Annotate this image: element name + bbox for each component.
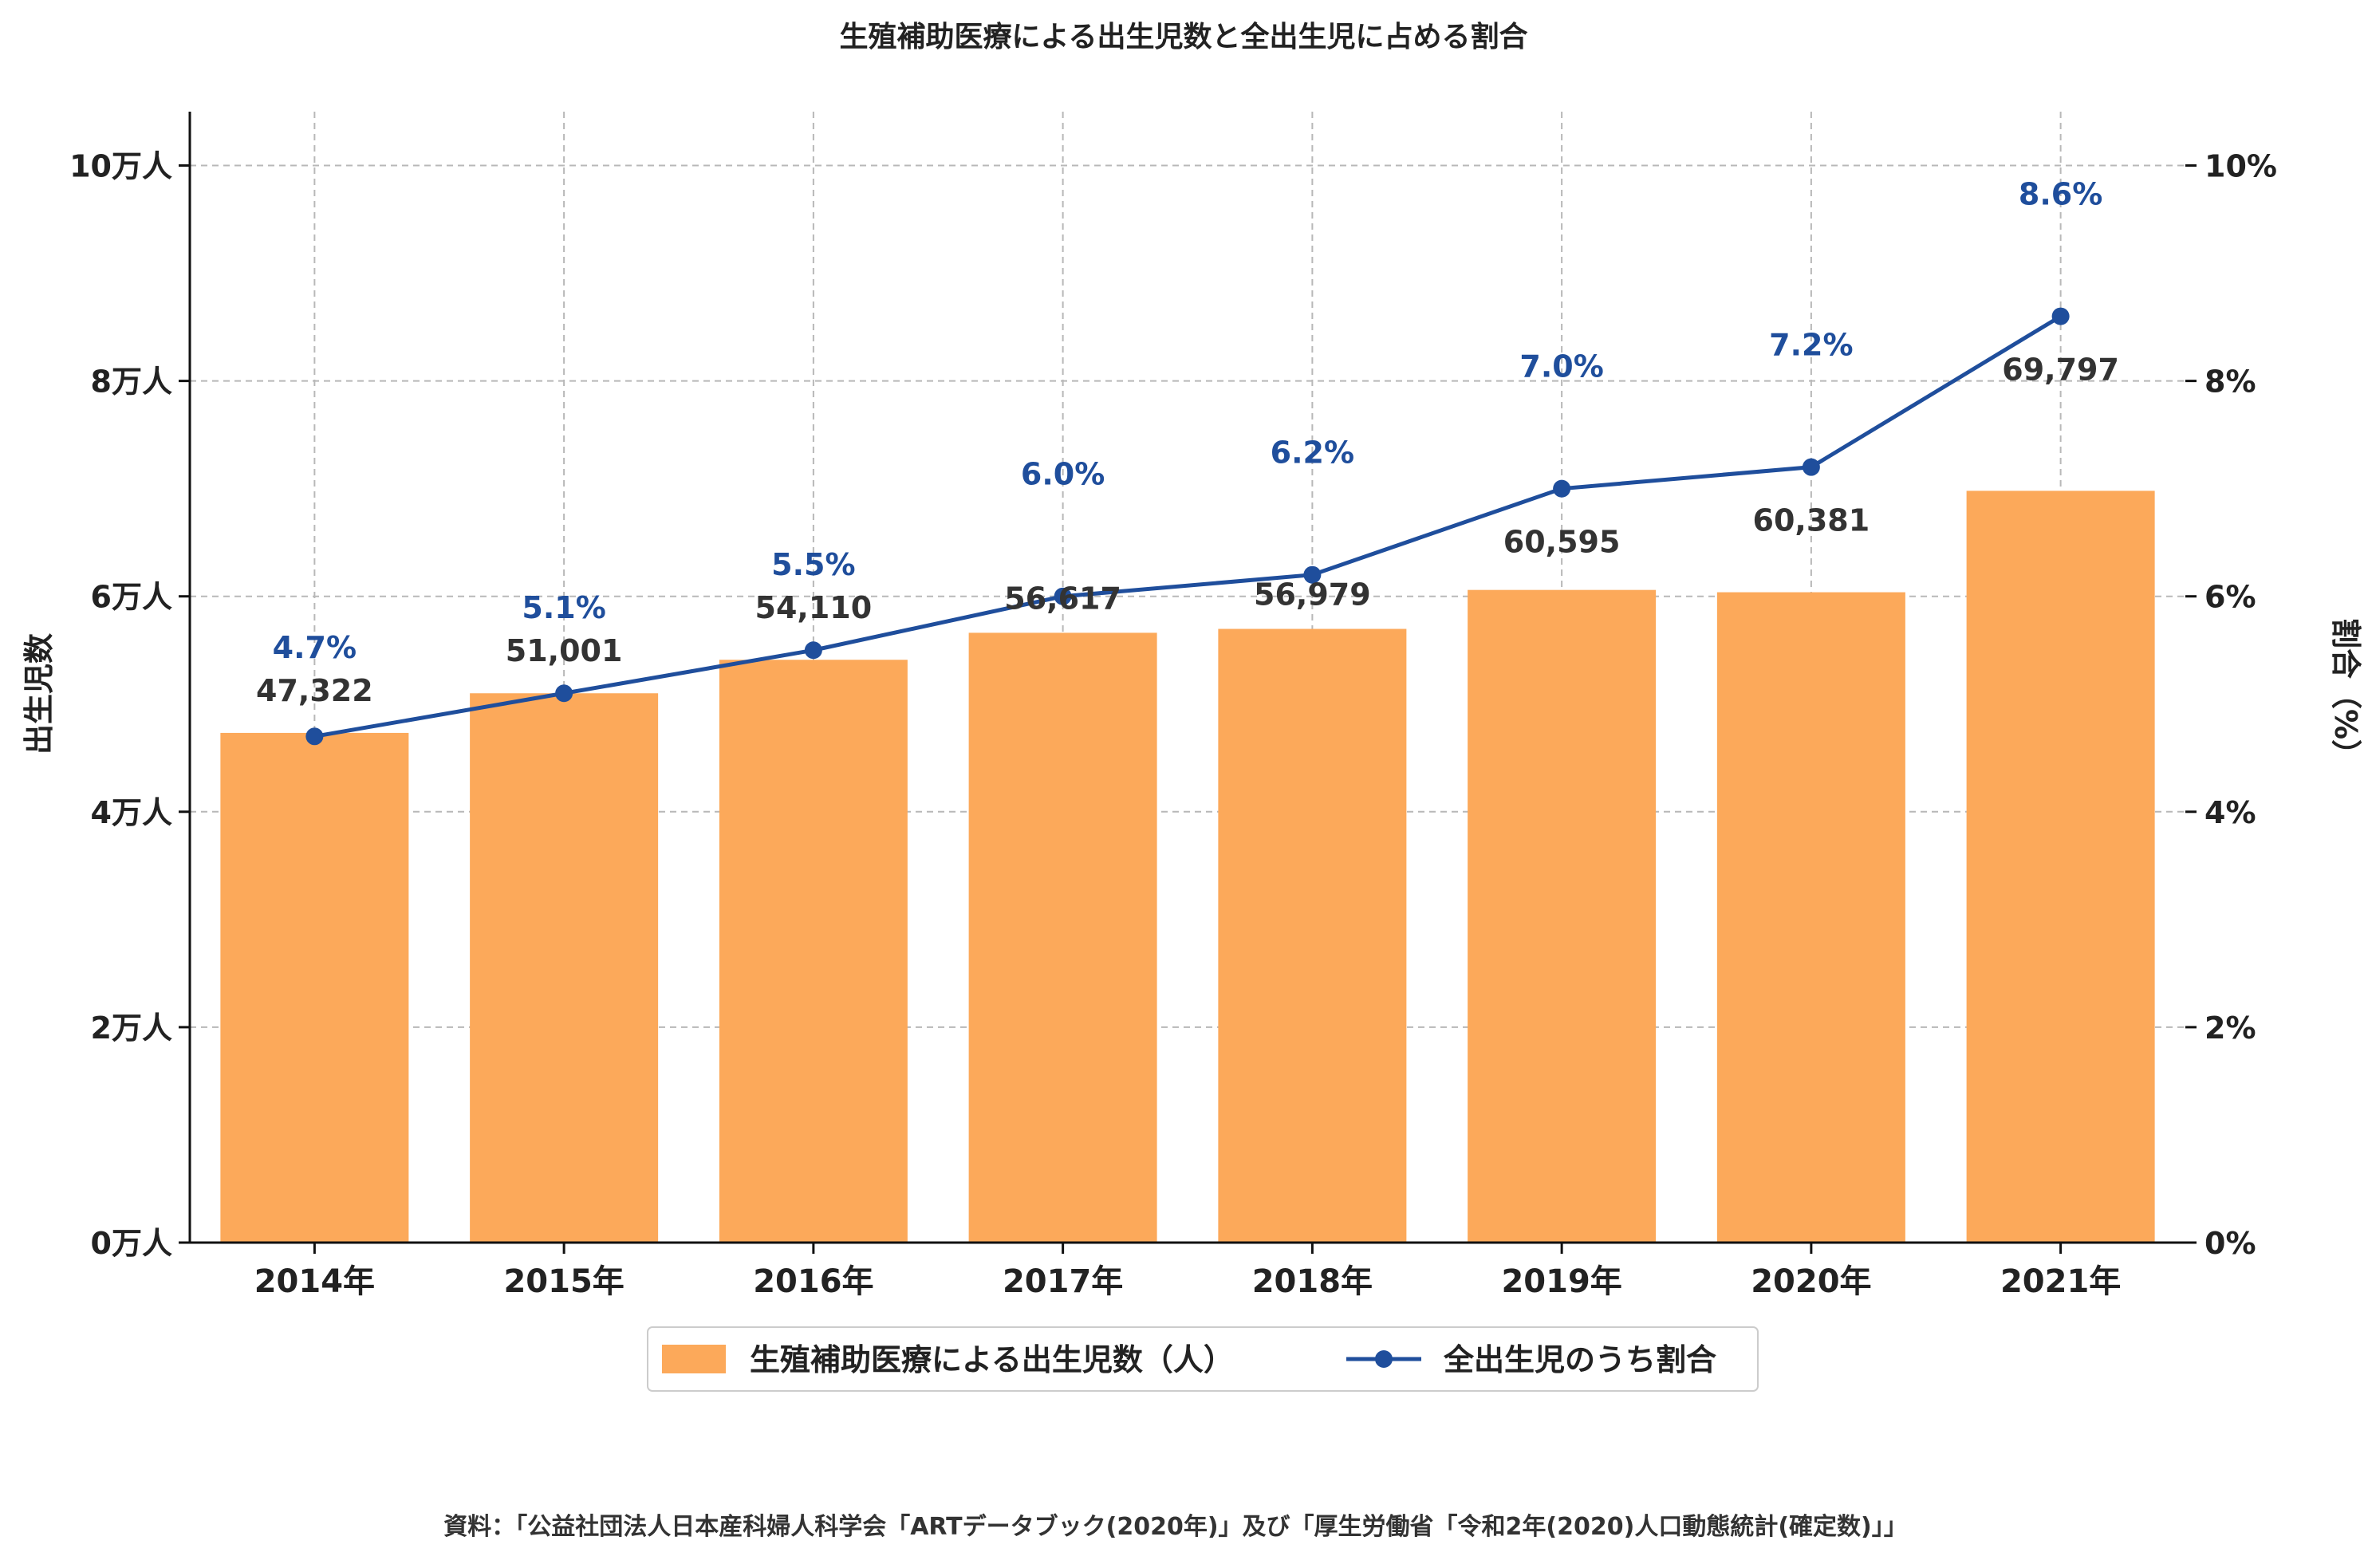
bar-value-label: 60,595 bbox=[1503, 525, 1621, 560]
line-point bbox=[555, 684, 573, 703]
y2-tick-label: 4% bbox=[2204, 795, 2256, 830]
bar-value-label: 47,322 bbox=[256, 673, 373, 708]
x-tick-label: 2016年 bbox=[753, 1263, 873, 1300]
x-tick-label: 2014年 bbox=[254, 1263, 375, 1300]
y-tick-label: 0万人 bbox=[91, 1226, 172, 1261]
x-tick-label: 2017年 bbox=[1003, 1263, 1123, 1300]
y-axis-label: 出生児数 bbox=[22, 633, 57, 754]
bar bbox=[1468, 589, 1657, 1243]
legend-bar-swatch bbox=[662, 1345, 726, 1373]
y2-tick-label: 10% bbox=[2204, 149, 2277, 184]
bar-value-label: 56,979 bbox=[1254, 577, 1371, 613]
x-tick-label: 2021年 bbox=[2000, 1263, 2121, 1300]
y2-tick-label: 8% bbox=[2204, 364, 2256, 400]
line-series bbox=[305, 307, 2070, 746]
y-tick-label: 4万人 bbox=[91, 795, 172, 830]
bar-value-label: 56,617 bbox=[1004, 581, 1121, 616]
bar-value-label: 51,001 bbox=[506, 633, 623, 668]
pct-value-label: 5.5% bbox=[771, 547, 855, 582]
chart-title: 生殖補助医療による出生児数と全出生児に占める割合 bbox=[840, 20, 1528, 53]
bar bbox=[968, 632, 1157, 1243]
bar bbox=[719, 660, 908, 1243]
legend-frame bbox=[647, 1326, 1759, 1392]
legend-line-label: 全出生児のうち割合 bbox=[1443, 1342, 1716, 1377]
line-point bbox=[1303, 565, 1322, 584]
y2-tick-label: 0% bbox=[2204, 1226, 2256, 1261]
line-point bbox=[1553, 479, 1571, 498]
y2-tick-label: 6% bbox=[2204, 580, 2256, 615]
bar-series bbox=[220, 490, 2155, 1243]
bar bbox=[1218, 628, 1407, 1243]
line-point bbox=[305, 727, 324, 746]
axes: 0万人 2万人 4万人 6万人 8万人 10万人 0% 2% 4% 6% 8% 10% 2014年 201… bbox=[69, 112, 2277, 1300]
pct-value-label: 8.6% bbox=[2019, 177, 2102, 212]
legend-line-marker bbox=[1375, 1350, 1393, 1368]
y-tick-label: 2万人 bbox=[91, 1011, 172, 1046]
legend: 生殖補助医療による出生児数（人） 全出生児のうち割合 bbox=[647, 1326, 1759, 1392]
y2-axis-label: 割合（%） bbox=[2328, 618, 2363, 770]
bar bbox=[1716, 592, 1905, 1243]
x-tick-label: 2020年 bbox=[1751, 1263, 1871, 1300]
pct-value-label: 6.0% bbox=[1021, 457, 1105, 492]
bar-value-label: 54,110 bbox=[755, 590, 873, 625]
x-tick-label: 2018年 bbox=[1252, 1263, 1373, 1300]
bar bbox=[1966, 490, 2155, 1243]
x-tick-label: 2019年 bbox=[1501, 1263, 1621, 1300]
data-labels: 47,322 51,001 54,110 56,617 56,979 60,595 60,3… bbox=[256, 177, 2119, 708]
pct-value-label: 7.2% bbox=[1769, 328, 1853, 363]
pct-value-label: 6.2% bbox=[1271, 435, 1354, 471]
bar-value-label: 69,797 bbox=[2002, 353, 2119, 388]
line-point bbox=[2051, 307, 2070, 325]
line-point bbox=[804, 641, 822, 660]
pct-value-label: 5.1% bbox=[522, 590, 605, 625]
bar-value-label: 60,381 bbox=[1753, 503, 1870, 538]
bar bbox=[220, 732, 409, 1243]
source-note: 資料：「公益社団法人日本産科婦人科学会「ARTデータブック(2020年)」及び「… bbox=[443, 1513, 1908, 1541]
line-point bbox=[1802, 458, 1820, 476]
bar bbox=[470, 693, 659, 1243]
y-tick-label: 6万人 bbox=[91, 580, 172, 615]
x-tick-label: 2015年 bbox=[503, 1263, 624, 1300]
y-tick-label: 10万人 bbox=[69, 149, 172, 184]
pct-value-label: 4.7% bbox=[273, 630, 357, 665]
legend-bar-label: 生殖補助医療による出生児数（人） bbox=[750, 1342, 1234, 1377]
pct-value-label: 7.0% bbox=[1519, 349, 1603, 384]
y-tick-label: 8万人 bbox=[91, 364, 172, 400]
y2-tick-label: 2% bbox=[2204, 1011, 2256, 1046]
line-point bbox=[1054, 587, 1072, 605]
line-path bbox=[313, 314, 2062, 739]
